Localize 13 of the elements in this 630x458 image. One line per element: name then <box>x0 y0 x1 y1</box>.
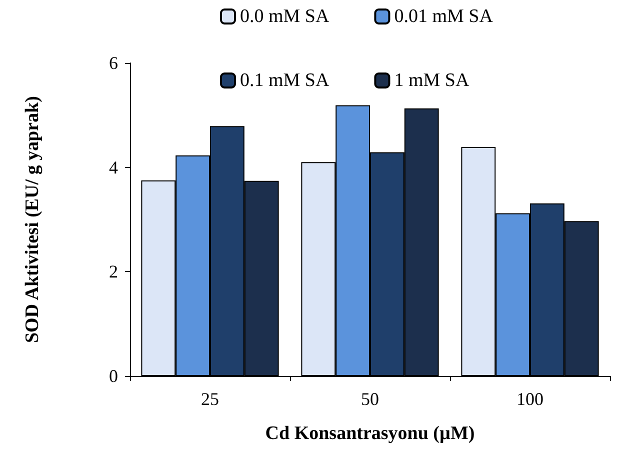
x-tick-label: 50 <box>361 389 379 409</box>
x-tick-label: 100 <box>516 389 544 409</box>
x-tick-label: 25 <box>201 389 219 409</box>
legend-label: 1 mM SA <box>394 70 470 91</box>
y-tick-label: 2 <box>109 262 118 282</box>
legend-label: 0.0 mM SA <box>240 6 330 27</box>
legend-label: 0.1 mM SA <box>240 70 330 91</box>
legend-label: 0.01 mM SA <box>394 6 494 27</box>
x-axis-title: Cd Konsantrasyonu (µM) <box>265 423 475 444</box>
y-tick-label: 4 <box>109 157 118 178</box>
y-axis-title: SOD Aktivitesi (EU/ g yaprak) <box>22 96 43 344</box>
y-tick-label: 0 <box>109 366 118 386</box>
y-tick-label: 6 <box>109 53 118 73</box>
